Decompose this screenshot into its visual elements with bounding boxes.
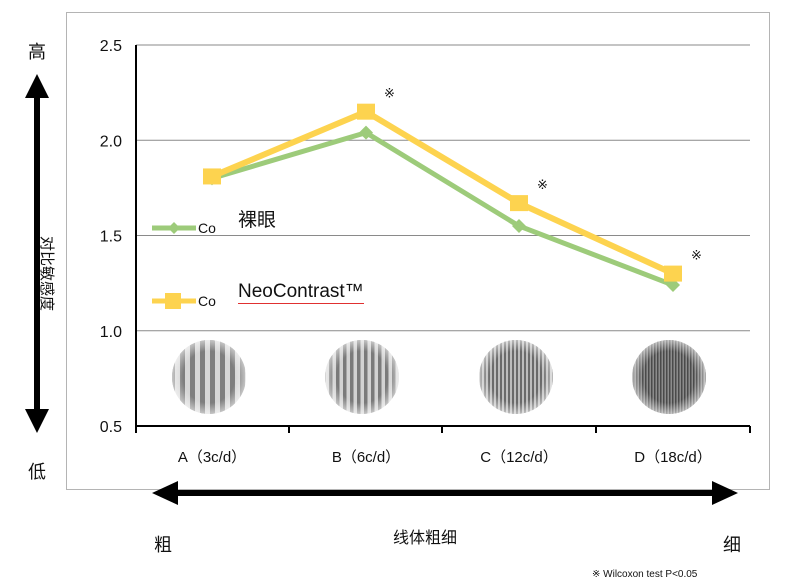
x-axis-title: 线体粗细	[393, 528, 458, 547]
significance-marker: ※	[384, 86, 395, 101]
data-point	[510, 195, 528, 212]
legend-marker	[165, 293, 181, 309]
series-line	[211, 130, 674, 288]
y-tick-label: 1.5	[100, 229, 122, 246]
y-tick-label: 0.5	[100, 419, 122, 436]
y-double-arrow	[25, 74, 49, 433]
x-right-label: 细	[723, 535, 741, 556]
x-tick-label: C（12c/d）	[480, 449, 558, 466]
x-double-arrow	[152, 481, 738, 505]
y-tick-label: 1.0	[100, 324, 122, 341]
data-point	[203, 168, 221, 185]
x-tick-label: A（3c/d）	[178, 449, 246, 466]
significance-marker: ※	[537, 177, 548, 192]
data-point	[357, 103, 375, 120]
data-point	[664, 265, 682, 282]
series-line	[210, 108, 675, 277]
x-tick-label: B（6c/d）	[332, 449, 400, 466]
data-point	[359, 125, 373, 140]
legend-label-naked-eye: 裸眼	[238, 209, 277, 231]
y-axis-title: 对比敏感度	[38, 236, 56, 312]
grating-images	[172, 340, 706, 414]
legend-marker	[168, 222, 180, 234]
legend-label-neocontrast: NeoContrast™	[238, 281, 364, 304]
data-point	[512, 218, 526, 233]
legend-prefix: Co	[198, 293, 216, 309]
y-top-label: 高	[28, 42, 46, 63]
significance-marker: ※	[691, 248, 702, 263]
y-bottom-label: 低	[28, 462, 46, 483]
x-tick-label: D（18c/d）	[634, 449, 712, 466]
y-tick-label: 2.0	[100, 133, 122, 150]
footnote: ※ Wilcoxon test P<0.05	[592, 569, 698, 580]
x-left-label: 粗	[154, 535, 172, 556]
y-tick-label: 2.5	[100, 38, 122, 55]
legend-prefix: Co	[198, 220, 216, 236]
chart-frame	[66, 12, 770, 490]
